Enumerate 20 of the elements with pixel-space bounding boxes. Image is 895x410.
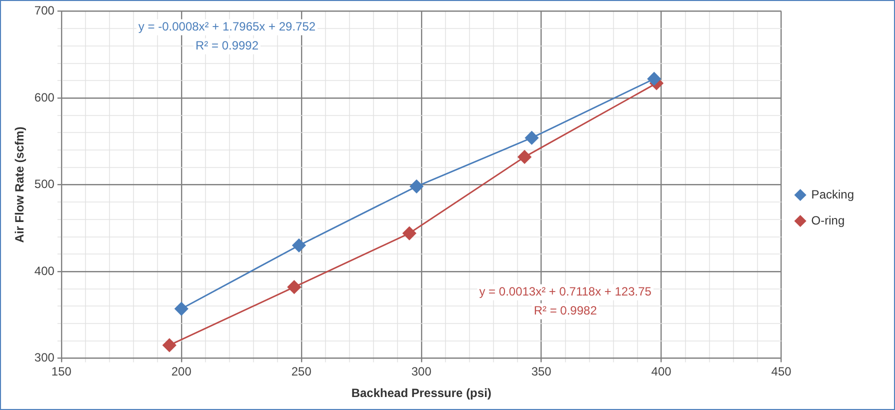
x-tick-label: 150 xyxy=(51,364,72,379)
legend-label: Packing xyxy=(811,187,854,202)
y-tick-label: 400 xyxy=(34,264,55,278)
x-tick-label: 450 xyxy=(771,364,792,379)
y-tick-label: 500 xyxy=(34,177,55,192)
y-tick-label: 700 xyxy=(34,4,55,18)
annotation: y = 0.0013x² + 0.7118x + 123.75 xyxy=(479,284,652,299)
x-tick-label: 400 xyxy=(651,364,672,379)
x-tick-label: 300 xyxy=(411,364,432,379)
x-tick-label: 250 xyxy=(291,364,312,379)
annotation: y = -0.0008x² + 1.7965x + 29.752 xyxy=(138,20,316,34)
x-tick-label: 200 xyxy=(171,364,192,379)
y-tick-label: 300 xyxy=(34,350,55,365)
x-tick-label: 350 xyxy=(531,364,552,379)
annotation: R² = 0.9982 xyxy=(534,304,598,318)
y-axis-title: Air Flow Rate (scfm) xyxy=(12,126,27,243)
y-tick-label: 600 xyxy=(34,90,55,104)
annotation: R² = 0.9992 xyxy=(195,38,259,53)
x-axis-title: Backhead Pressure (psi) xyxy=(351,386,492,400)
legend-label: O-ring xyxy=(811,213,845,228)
